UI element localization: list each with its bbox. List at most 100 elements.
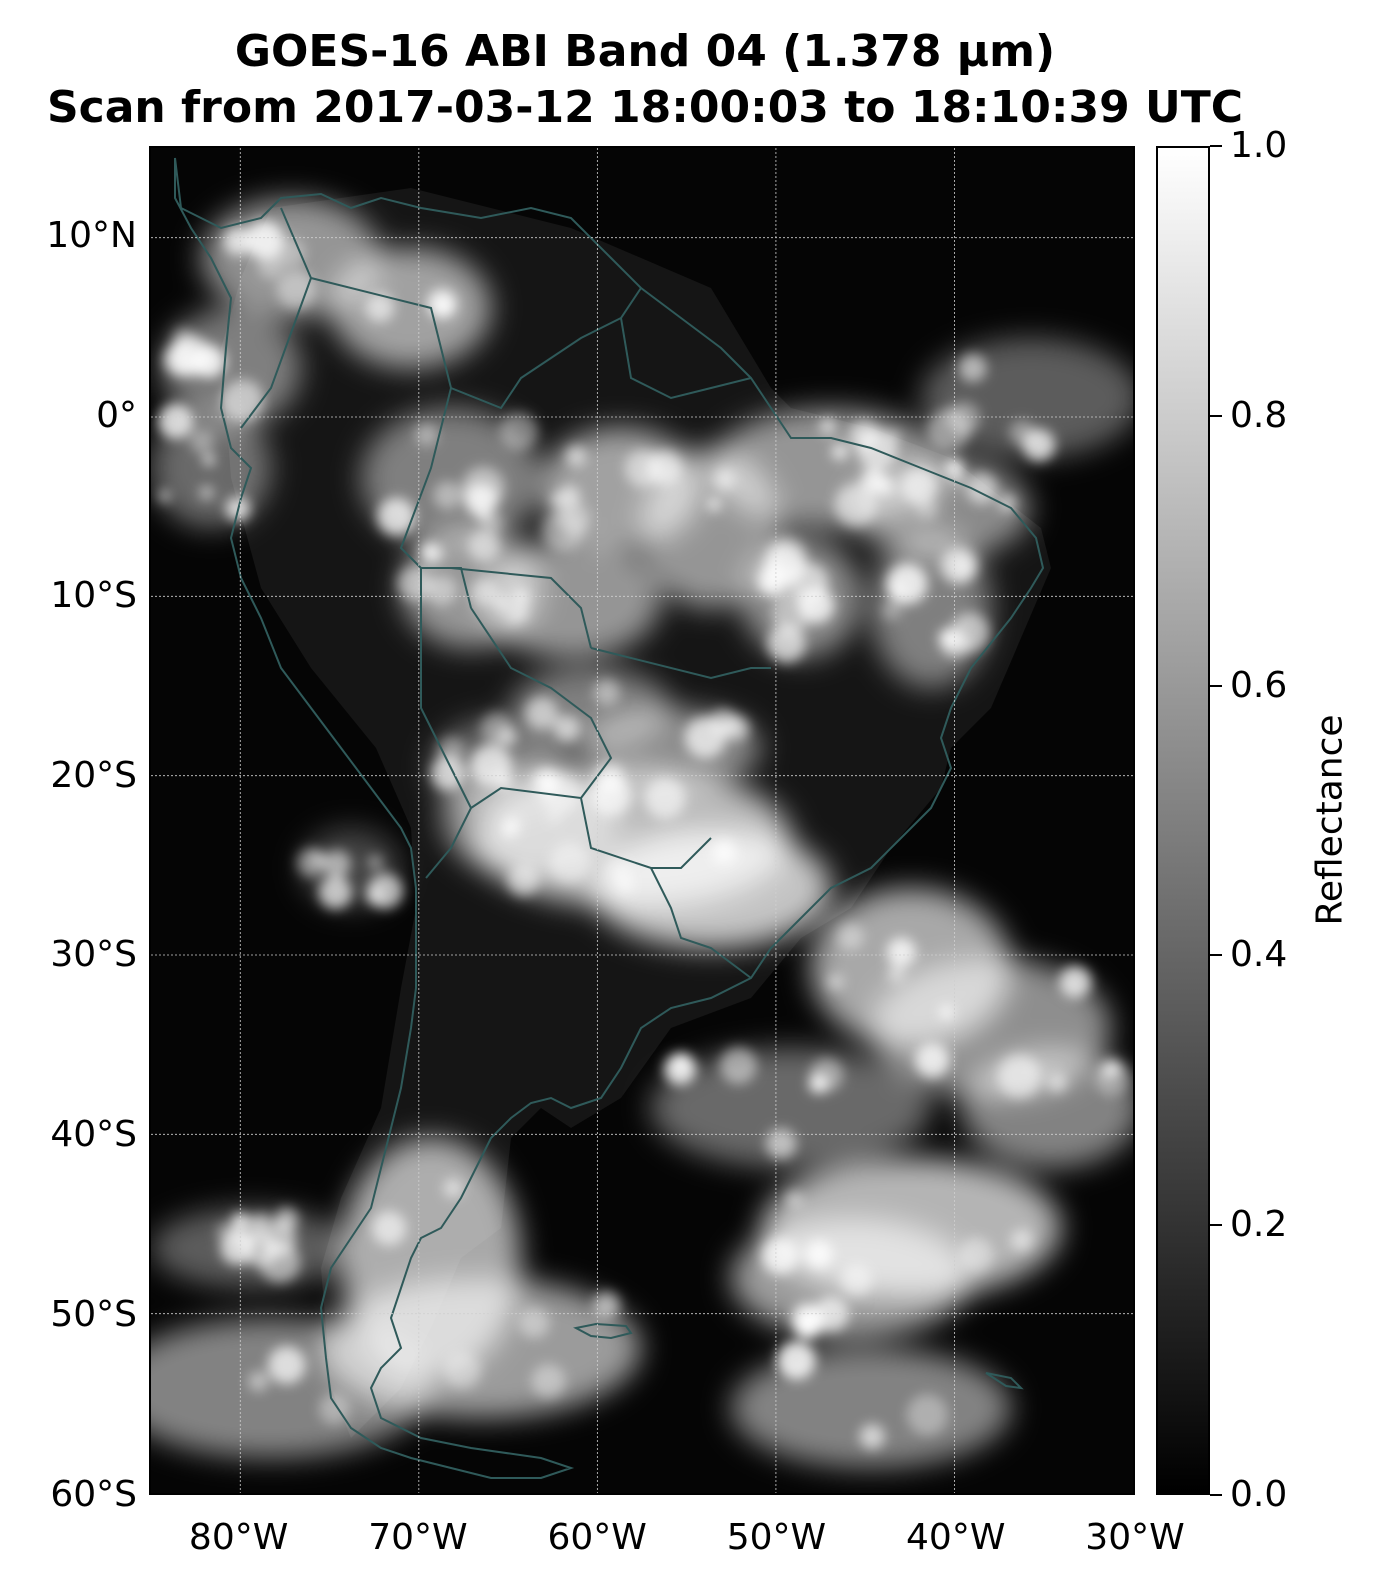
cloud-cell <box>840 1264 873 1297</box>
cloud-cell <box>257 253 284 280</box>
satellite-map <box>149 146 1135 1495</box>
cloud-cell <box>467 529 501 563</box>
cloud-cell <box>707 497 721 511</box>
cloud-cell <box>248 1370 269 1392</box>
cloud-cell <box>223 227 252 256</box>
cloud-cell <box>1047 1072 1068 1093</box>
cloud-cell <box>199 485 214 500</box>
cloud-blob <box>651 1048 931 1168</box>
cloud-cell <box>495 595 510 611</box>
cloud-cell <box>594 763 625 794</box>
cloud-cell <box>786 1191 803 1208</box>
cloud-cell <box>202 453 216 466</box>
cloud-cell <box>158 489 171 503</box>
cloud-cell <box>593 1291 621 1319</box>
map-title-line-2: Scan from 2017-03-12 18:00:03 to 18:10:3… <box>46 82 1244 133</box>
cloud-cell <box>900 468 937 505</box>
cloud-cell <box>856 428 898 470</box>
cloud-cell <box>914 1042 950 1078</box>
cloud-cell <box>1094 1059 1131 1096</box>
cloud-cell <box>593 679 620 706</box>
lat-label-0: 0° <box>96 394 137 436</box>
cloud-cell <box>221 379 264 422</box>
cloud-cell <box>253 1212 271 1231</box>
cloud-cell <box>546 809 562 825</box>
falkland-islands <box>573 1322 633 1340</box>
cloud-cell <box>1009 419 1036 446</box>
cloud-cell <box>616 875 634 893</box>
cloud-cell <box>518 1307 550 1339</box>
lat-label-20S: 20°S <box>50 754 137 796</box>
cloud-cell <box>711 839 737 865</box>
cloud-cell <box>808 1073 829 1094</box>
cloud-cell <box>644 777 686 819</box>
cloud-cell <box>771 593 812 634</box>
cloud-cell <box>940 547 978 585</box>
map-title-line-1: GOES-16 ABI Band 04 (1.378 µm) <box>234 26 1056 77</box>
cloud-cell <box>1010 1228 1034 1252</box>
cloud-cell <box>531 1364 566 1399</box>
cloud-cell <box>192 344 226 379</box>
coastlines <box>174 157 1045 1479</box>
cloud-cell <box>793 1311 822 1339</box>
cloud-cell <box>415 423 438 446</box>
cloud-cell <box>397 565 433 601</box>
cloud-cell <box>232 1212 248 1228</box>
colorbar-label-0.6: 0.6 <box>1230 664 1288 706</box>
cloud-cell <box>525 696 558 730</box>
cloud-cell <box>461 466 505 510</box>
cloud-cell <box>836 922 864 951</box>
national-borders <box>240 207 771 979</box>
lat-label-10S: 10°S <box>50 574 137 616</box>
colorbar-label-0.0: 0.0 <box>1230 1474 1288 1515</box>
cloud-cell <box>365 885 385 906</box>
cloud-cell <box>276 270 316 310</box>
cloud-cell <box>946 401 981 435</box>
lon-label-30W: 30°W <box>1085 1517 1185 1558</box>
gridlines <box>151 148 1133 1493</box>
cloud-cell <box>647 450 682 486</box>
cloud-cell <box>827 973 844 991</box>
colorbar-tick <box>1210 414 1222 417</box>
cloud-cell <box>499 412 539 451</box>
cloud-cell <box>549 842 591 884</box>
cloud-cell <box>719 1046 757 1085</box>
cloud-cell <box>805 1240 833 1269</box>
cloud-cell <box>713 468 736 491</box>
cloud-cell <box>906 1394 948 1436</box>
lat-label-60S: 60°S <box>50 1474 137 1515</box>
cloud-cell <box>435 297 456 318</box>
cloud-cell <box>959 1237 994 1272</box>
colorbar-tick <box>1210 145 1222 147</box>
cloud-cell <box>859 1423 885 1450</box>
cloud-cell <box>512 588 530 606</box>
colorbar-tick <box>1210 1224 1222 1227</box>
south-america-coastline <box>174 157 1045 1479</box>
cloud-cell <box>887 965 906 983</box>
cloud-cell <box>421 542 444 565</box>
cloud-cell <box>157 403 194 440</box>
lon-label-40W: 40°W <box>906 1517 1006 1558</box>
cloud-cell <box>470 578 499 607</box>
cloud-cell <box>216 1221 237 1242</box>
cloud-cell <box>819 418 836 435</box>
colorbar-label-0.4: 0.4 <box>1230 934 1288 976</box>
cloud-cell <box>663 1053 697 1086</box>
cloud-cell <box>886 937 916 967</box>
cloud-blob <box>591 828 831 948</box>
cloud-cell <box>513 605 529 621</box>
cloud-layer-bright <box>157 220 1131 1450</box>
cloud-cell <box>834 483 877 527</box>
lat-label-40S: 40°S <box>50 1114 137 1156</box>
cloud-cell <box>267 1346 306 1385</box>
cloud-cell <box>565 445 587 467</box>
colorbar-label-1.0: 1.0 <box>1230 125 1288 166</box>
cloud-cell <box>296 848 327 878</box>
cloud-cell <box>997 1054 1042 1099</box>
lon-label-70W: 70°W <box>368 1517 468 1558</box>
lon-label-80W: 80°W <box>188 1517 289 1558</box>
cloud-cell <box>469 744 513 787</box>
cloud-cell <box>861 468 887 494</box>
cloud-cell <box>831 443 849 461</box>
reflectance-colorbar <box>1156 146 1210 1495</box>
